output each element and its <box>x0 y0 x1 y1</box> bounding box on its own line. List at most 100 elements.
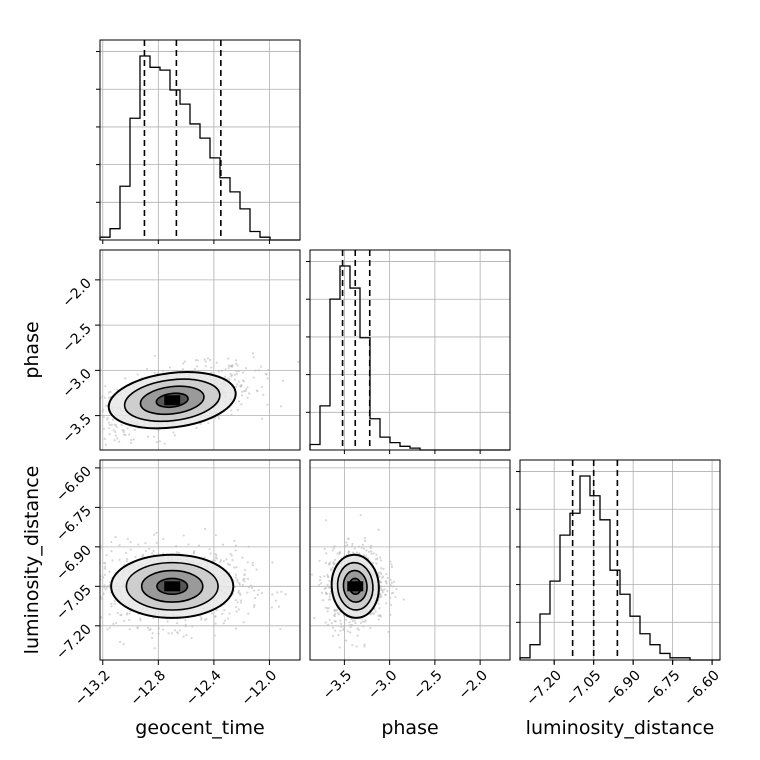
sample-point <box>389 560 392 563</box>
sample-point <box>377 602 380 605</box>
sample-point <box>363 643 366 646</box>
sample-point <box>227 562 230 566</box>
sample-point <box>348 621 351 624</box>
sample-point <box>253 596 257 600</box>
sample-point <box>375 553 378 556</box>
sample-point <box>379 585 382 588</box>
sample-point <box>145 367 149 370</box>
sample-point <box>184 619 187 622</box>
sample-point <box>158 440 161 443</box>
sample-point <box>387 630 390 633</box>
joint-content <box>94 527 287 650</box>
sample-point <box>227 357 230 360</box>
xlabel-phase: phase <box>381 717 438 739</box>
sample-point <box>318 578 322 582</box>
sample-point <box>228 378 231 381</box>
panel-frame <box>99 249 301 451</box>
sample-point <box>163 442 166 445</box>
sample-point <box>234 606 238 609</box>
sample-point <box>333 609 336 612</box>
sample-point <box>175 551 179 554</box>
sample-point <box>157 627 160 630</box>
sample-point <box>112 622 115 626</box>
sample-point <box>371 612 374 615</box>
sample-point <box>389 578 392 582</box>
sample-point <box>248 392 251 395</box>
sample-point <box>365 549 368 552</box>
sample-point <box>363 537 366 540</box>
sample-point <box>327 585 330 589</box>
sample-point <box>93 417 95 419</box>
sample-point <box>128 433 131 436</box>
sample-point <box>384 580 387 583</box>
sample-point <box>80 403 82 405</box>
sample-point <box>386 576 390 580</box>
sample-point <box>92 417 94 419</box>
sample-point <box>176 631 179 634</box>
sample-point <box>195 426 198 430</box>
sample-point <box>331 626 335 629</box>
sample-point <box>256 593 259 596</box>
sample-point <box>113 439 116 442</box>
sample-point <box>111 418 115 421</box>
sample-point <box>350 618 353 621</box>
density-peak <box>164 581 181 592</box>
sample-point <box>151 632 154 635</box>
sample-point <box>129 548 132 551</box>
sample-point <box>214 533 218 537</box>
hist-panel-luminosity-distance <box>516 459 721 664</box>
sample-point <box>203 358 206 361</box>
sample-point <box>220 612 224 615</box>
sample-point <box>139 617 142 620</box>
sample-point <box>318 559 321 562</box>
sample-point <box>237 589 240 593</box>
sample-point <box>240 385 243 388</box>
sample-point <box>235 385 238 388</box>
sample-point <box>324 561 328 564</box>
sample-point <box>328 618 331 622</box>
sample-point <box>240 390 243 393</box>
sample-point <box>340 625 343 629</box>
sample-point <box>252 376 255 379</box>
sample-point <box>234 544 238 547</box>
x-tick-label: −12.8 <box>128 668 170 710</box>
sample-point <box>256 390 259 393</box>
sample-point <box>94 611 96 613</box>
sample-point <box>355 645 358 648</box>
sample-point <box>182 362 185 365</box>
sample-point <box>389 603 393 607</box>
x-tick-label: −2.5 <box>410 668 445 703</box>
sample-point <box>251 352 255 355</box>
histogram-luminosity-distance <box>519 475 720 661</box>
sample-point <box>126 427 129 430</box>
sample-point <box>336 612 339 615</box>
sample-point <box>260 385 264 389</box>
sample-point <box>161 628 165 631</box>
sample-point <box>109 390 112 393</box>
sample-point <box>324 621 327 624</box>
x-tick-label: −6.90 <box>602 668 644 710</box>
sample-point <box>116 611 119 615</box>
sample-point <box>353 547 356 550</box>
sample-point <box>220 369 223 372</box>
sample-point <box>369 613 372 616</box>
sample-point <box>177 552 181 555</box>
sample-point <box>346 630 349 633</box>
joint-panel-phase-vs-geocent-time <box>32 249 301 451</box>
sample-point <box>251 564 254 567</box>
sample-point <box>67 405 69 407</box>
sample-point <box>369 626 372 629</box>
sample-point <box>173 434 176 437</box>
sample-point <box>110 605 113 608</box>
sample-point <box>96 426 98 428</box>
sample-point <box>390 581 393 584</box>
sample-point <box>333 612 337 616</box>
sample-point <box>32 412 34 414</box>
panel-frame <box>519 459 721 661</box>
sample-point <box>229 552 232 556</box>
sample-point <box>338 646 341 649</box>
sample-point <box>126 537 129 540</box>
sample-point <box>230 409 233 412</box>
sample-point <box>199 422 202 425</box>
